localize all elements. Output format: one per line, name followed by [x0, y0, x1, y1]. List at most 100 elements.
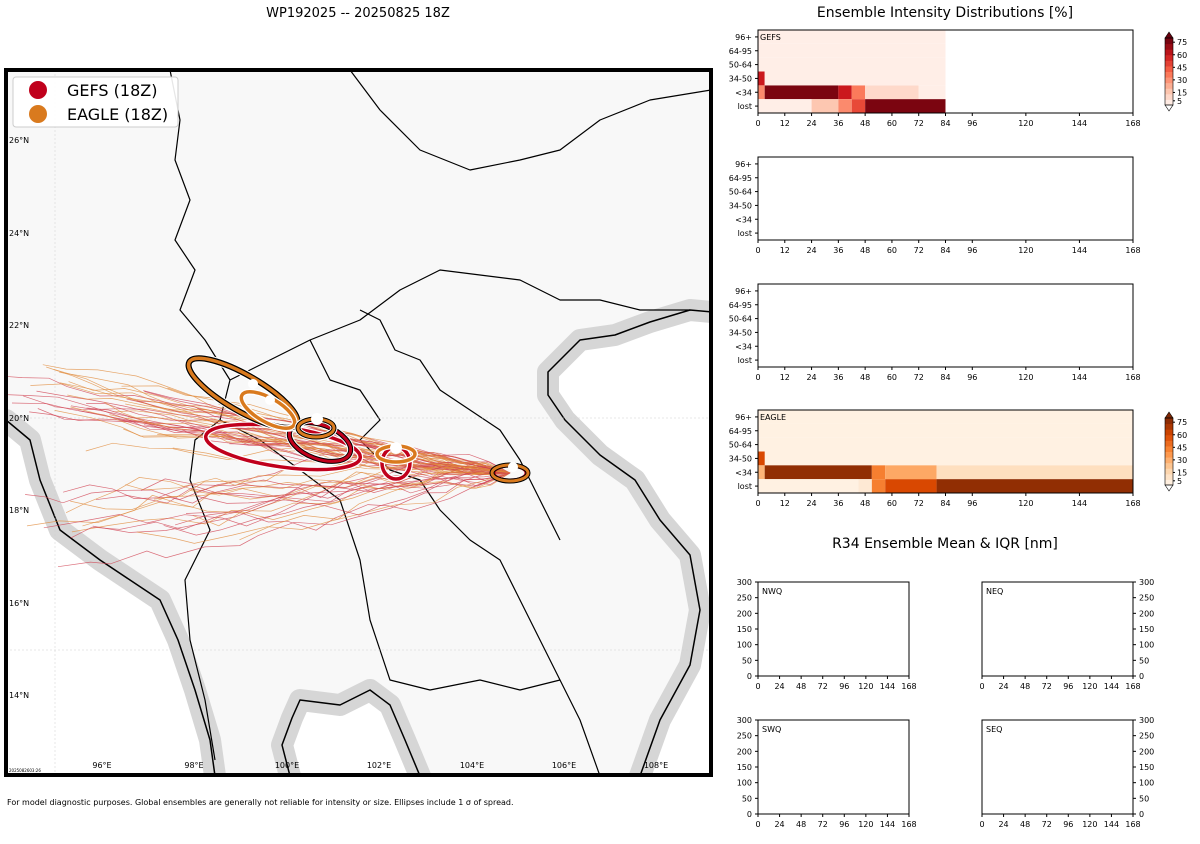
- colorbar-tick-label: 30: [1177, 456, 1187, 465]
- colorbar-segment: [1165, 38, 1173, 45]
- colorbar-segment: [1165, 65, 1173, 72]
- heatmap-cell: [865, 99, 946, 113]
- x-tick-label: 72: [1042, 820, 1052, 829]
- ensemble-track: [157, 433, 511, 475]
- ensemble-track: [85, 442, 511, 474]
- x-tick-label: 60: [887, 246, 897, 255]
- y-tick-label: 50: [742, 794, 752, 803]
- x-tick-label: 168: [901, 820, 916, 829]
- x-tick-label: 0: [755, 820, 760, 829]
- r34-frame: [981, 581, 1134, 677]
- colorbar-tick-label: 5: [1177, 97, 1182, 106]
- x-tick-label: 24: [998, 820, 1008, 829]
- heatmap-cell: [758, 85, 765, 100]
- heatmap-cell: [758, 479, 859, 493]
- heatmap-cell: [865, 85, 919, 100]
- y-tick-label: 200: [1139, 609, 1154, 618]
- x-tick-label: 144: [1072, 246, 1087, 255]
- uncertainty-ellipses: 0 12 24 36 48: [184, 354, 531, 484]
- ensemble-track: [30, 383, 511, 474]
- legend-label-eagle: EAGLE (18Z): [67, 105, 168, 124]
- x-tick-label: 0: [755, 119, 760, 128]
- x-tick-label: 96: [839, 682, 849, 691]
- x-tick-label: 120: [1082, 820, 1097, 829]
- heatmap-cell: [885, 479, 937, 493]
- heatmap-panel-panel-3: lost <34 34-50 50-64 64-95 96+ 0 12 24 36 48 60 72 84…: [729, 283, 1141, 382]
- x-tick-label: 24: [774, 820, 784, 829]
- y-tick-label: 50-64: [729, 188, 752, 197]
- ensemble-track: [239, 472, 511, 541]
- r34-frame: [757, 719, 910, 815]
- colorbar-tick-label: 45: [1177, 63, 1187, 72]
- colorbar-segment: [1165, 418, 1173, 425]
- heatmap-cell: [858, 479, 872, 493]
- map-legend: GEFS (18Z) EAGLE (18Z): [12, 76, 179, 128]
- y-tick-label: 34-50: [729, 201, 752, 210]
- x-tick-label: 84: [940, 499, 950, 508]
- x-tick-label: 36: [833, 499, 843, 508]
- colorbar-segment: [1165, 60, 1173, 67]
- x-tick-label: 12: [780, 246, 790, 255]
- heatmap-cell: [764, 85, 839, 100]
- colorbar-segment: [1165, 462, 1173, 469]
- x-tick-label: 0: [755, 499, 760, 508]
- ensemble-track: [70, 406, 511, 474]
- heatmap-cell: [918, 85, 946, 100]
- colorbar-segment: [1165, 99, 1173, 106]
- legend-swatch-eagle: [29, 105, 47, 123]
- x-tick-label: 168: [1125, 499, 1140, 508]
- x-tick-label: 72: [1042, 682, 1052, 691]
- x-tick-label: 48: [796, 820, 806, 829]
- x-tick-label: 168: [1125, 373, 1140, 382]
- colorbar-tick-label: 60: [1177, 431, 1187, 440]
- x-tick-label: 12: [780, 373, 790, 382]
- r34-panels: 0 24 48 72 96 120 144 168050100150200250300NWQ0…: [737, 578, 1155, 829]
- x-tick-label: 168: [901, 682, 916, 691]
- x-tick-label: 0: [755, 373, 760, 382]
- heatmap-cell: [811, 99, 839, 113]
- footer-note: For model diagnostic purposes. Global en…: [7, 798, 514, 807]
- y-tick-label: lost: [738, 102, 752, 111]
- heatmap-panel-GEFS: lost <34 34-50 50-64 64-95 96+ 0 12 24 36 48 60 72 84…: [729, 29, 1187, 128]
- lon-label: 104°E: [460, 761, 484, 770]
- x-tick-label: 0: [755, 246, 760, 255]
- r34-frame: [981, 719, 1134, 815]
- ensemble-track: [86, 407, 511, 476]
- x-tick-label: 120: [1018, 246, 1033, 255]
- lat-label: 20°N: [9, 414, 29, 423]
- legend-label-gefs: GEFS (18Z): [67, 81, 157, 100]
- lat-label: 26°N: [9, 136, 29, 145]
- x-tick-label: 0: [979, 820, 984, 829]
- colorbar-segment: [1165, 49, 1173, 56]
- x-tick-label: 24: [806, 499, 816, 508]
- y-tick-label: 100: [1139, 641, 1154, 650]
- y-tick-label: 150: [1139, 625, 1154, 634]
- heatmap-cell: [838, 85, 852, 100]
- x-tick-label: 48: [796, 682, 806, 691]
- x-tick-label: 120: [858, 682, 873, 691]
- x-tick-label: 168: [1125, 246, 1140, 255]
- x-tick-label: 144: [880, 820, 895, 829]
- colorbar-segment: [1165, 71, 1173, 78]
- x-tick-label: 24: [806, 119, 816, 128]
- lat-label: 14°N: [9, 691, 29, 700]
- x-tick-label: 144: [1104, 820, 1119, 829]
- colorbar-segment: [1165, 445, 1173, 452]
- x-tick-label: 72: [914, 499, 924, 508]
- x-tick-label: 96: [1063, 820, 1073, 829]
- ensemble-track: [59, 382, 511, 474]
- colorbar-segment: [1165, 440, 1173, 447]
- country-borders: [169, 70, 711, 775]
- colorbar-tick-label: 75: [1177, 418, 1187, 427]
- x-tick-label: 120: [1082, 682, 1097, 691]
- colorbar-tick-label: 45: [1177, 443, 1187, 452]
- r34-quadrant-label: NWQ: [762, 587, 782, 596]
- heatmap-cell: [758, 71, 765, 86]
- colorbar-segment: [1165, 457, 1173, 464]
- ensemble-track: [11, 402, 511, 474]
- colorbar-segment: [1165, 423, 1173, 430]
- y-tick-label: 64-95: [729, 47, 752, 56]
- x-tick-label: 12: [780, 119, 790, 128]
- x-tick-label: 84: [940, 119, 950, 128]
- y-tick-label: 64-95: [729, 301, 752, 310]
